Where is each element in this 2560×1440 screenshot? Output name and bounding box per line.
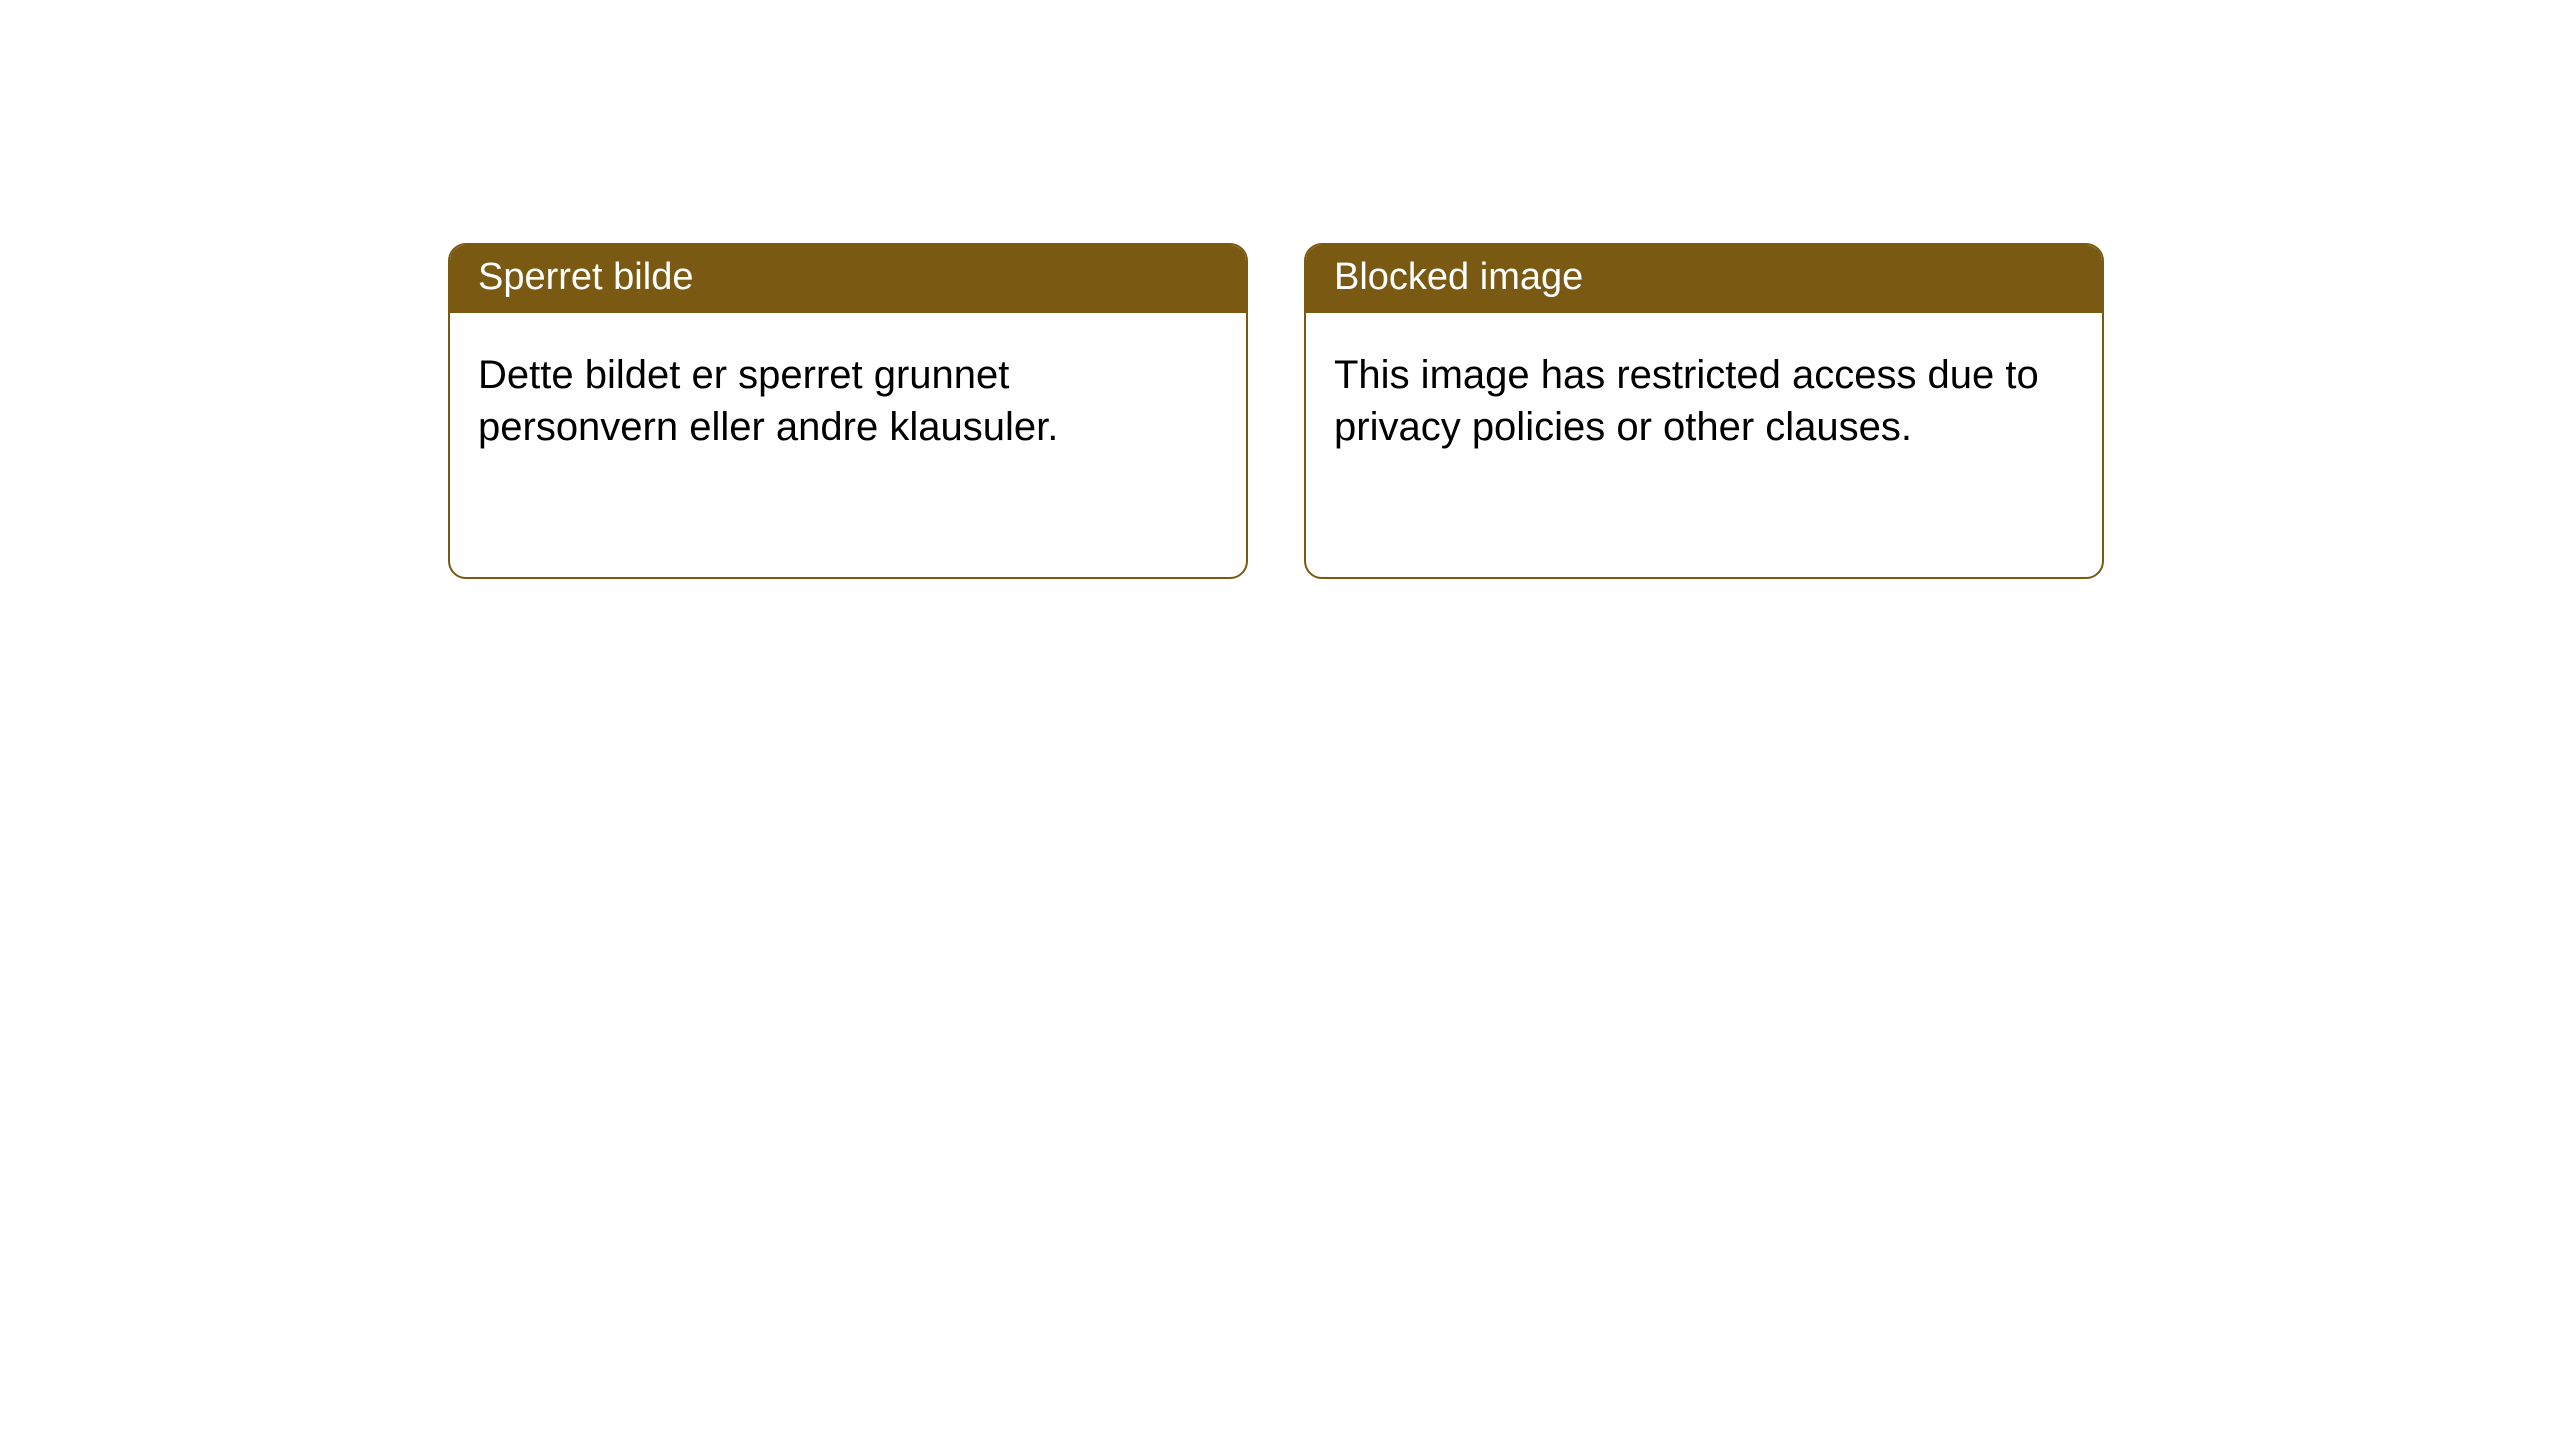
blocked-image-card-english: Blocked image This image has restricted … [1304, 243, 2104, 579]
blocked-image-card-norwegian: Sperret bilde Dette bildet er sperret gr… [448, 243, 1248, 579]
card-header-norwegian: Sperret bilde [450, 245, 1246, 313]
card-body-english: This image has restricted access due to … [1306, 313, 2102, 489]
card-body-norwegian: Dette bildet er sperret grunnet personve… [450, 313, 1246, 489]
notice-cards-container: Sperret bilde Dette bildet er sperret gr… [0, 0, 2560, 579]
card-header-english: Blocked image [1306, 245, 2102, 313]
